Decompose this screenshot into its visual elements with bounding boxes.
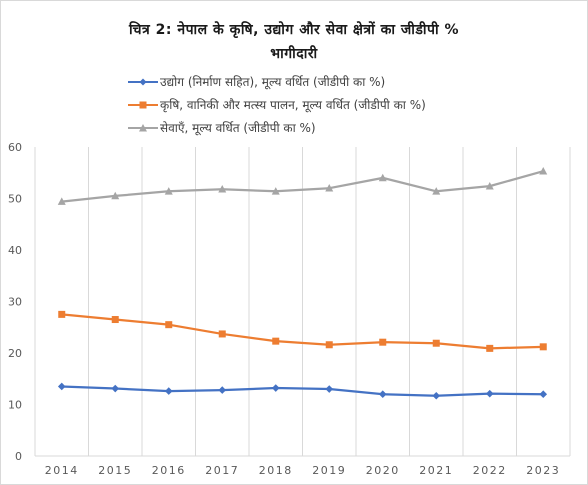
chart-title: चित्र 2: नेपाल के कृषि, उद्योग और सेवा क… — [0, 18, 588, 66]
series-line — [61, 313, 544, 350]
gridlines — [34, 147, 571, 456]
legend-label-services: सेवाएँ, मूल्य वर्धित (जीडीपी का %) — [160, 121, 316, 135]
data-point-square — [379, 338, 387, 346]
data-point-square — [111, 316, 119, 324]
y-tick-label: 50 — [8, 193, 22, 206]
data-point-triangle — [432, 187, 441, 195]
series-line — [61, 385, 544, 397]
legend-label-industry: उद्योग (निर्माण सहित), मूल्य वर्धित (जीड… — [160, 75, 386, 89]
data-point-diamond — [485, 389, 494, 398]
chart-title-line-1: चित्र 2: नेपाल के कृषि, उद्योग और सेवा क… — [128, 22, 459, 38]
data-point-square — [539, 343, 547, 351]
data-point-diamond — [325, 385, 334, 393]
data-point-triangle — [539, 167, 548, 175]
x-tick-label: 2016 — [152, 464, 186, 477]
data-point-triangle — [111, 191, 120, 200]
axes: 0 10 20 30 40 50 60 2014 2015 2016 2017 2018 2019 202… — [8, 141, 570, 477]
series-triangle — [57, 167, 548, 205]
legend-entry-agriculture: कृषि, वानिकी और मत्स्य पालन, मूल्य वर्धि… — [128, 93, 426, 116]
y-tick-label: 40 — [8, 244, 22, 257]
data-point-diamond — [539, 390, 548, 398]
x-tick-label: 2023 — [526, 464, 560, 477]
data-point-square — [218, 330, 226, 338]
triangle-marker-icon — [128, 123, 158, 131]
y-tick-label: 0 — [15, 450, 22, 463]
data-point-triangle — [271, 187, 280, 195]
data-point-square — [165, 321, 173, 329]
data-point-square — [432, 339, 440, 347]
legend-label-agriculture: कृषि, वानिकी और मत्स्य पालन, मूल्य वर्धि… — [160, 98, 426, 112]
data-point-diamond — [57, 382, 66, 391]
y-tick-label: 10 — [8, 399, 22, 412]
data-point-diamond — [432, 391, 441, 400]
data-point-square — [325, 341, 333, 349]
legend-entry-services: सेवाएँ, मूल्य वर्धित (जीडीपी का %) — [128, 116, 426, 139]
x-tick-label: 2014 — [45, 464, 79, 477]
legend-key-services — [128, 122, 158, 134]
data-point-triangle — [57, 197, 66, 205]
x-tick-label: 2019 — [312, 464, 346, 477]
x-tick-label: 2018 — [259, 464, 293, 477]
legend-entry-industry: उद्योग (निर्माण सहित), मूल्य वर्धित (जीड… — [128, 70, 426, 93]
square-marker-icon — [128, 101, 158, 108]
chart-title-line-2: भागीदारी — [270, 46, 318, 62]
data-point-square — [58, 310, 66, 318]
series-line — [61, 170, 544, 203]
data-point-triangle — [218, 185, 227, 193]
data-point-square — [486, 344, 494, 352]
data-point-diamond — [111, 384, 120, 393]
x-tick-label: 2017 — [205, 464, 239, 477]
data-point-diamond — [378, 390, 387, 398]
y-tick-label: 30 — [8, 296, 22, 309]
plot-series — [57, 167, 548, 400]
series-square — [58, 310, 547, 352]
data-point-diamond — [164, 387, 173, 395]
y-tick-label: 20 — [8, 347, 22, 360]
x-tick-label: 2020 — [366, 464, 400, 477]
data-point-triangle — [485, 181, 494, 190]
x-tick-label: 2022 — [473, 464, 507, 477]
x-tick-label: 2015 — [98, 464, 132, 477]
data-point-diamond — [218, 386, 227, 394]
series-diamond — [57, 382, 548, 400]
diamond-marker-icon — [128, 78, 158, 85]
legend-key-agriculture — [128, 99, 158, 111]
data-point-square — [272, 337, 280, 345]
data-point-diamond — [271, 384, 280, 392]
legend-key-industry — [128, 76, 158, 88]
data-point-triangle — [164, 187, 173, 195]
chart-legend: उद्योग (निर्माण सहित), मूल्य वर्धित (जीड… — [128, 70, 426, 139]
x-tick-label: 2021 — [419, 464, 453, 477]
data-point-triangle — [325, 184, 334, 192]
data-point-triangle — [378, 173, 387, 182]
y-tick-label: 60 — [8, 141, 22, 154]
